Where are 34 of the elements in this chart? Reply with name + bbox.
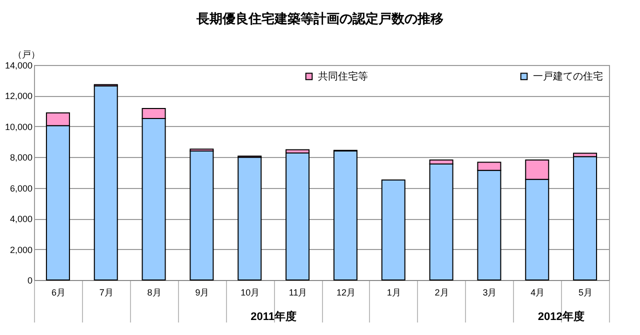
y-tick-label: 4,000 <box>10 214 32 224</box>
bar <box>573 156 598 280</box>
x-tick-label: 12月 <box>336 288 356 298</box>
bar <box>94 85 118 280</box>
y-tick-label: 0 <box>27 276 32 286</box>
y-axis-title: （戸） <box>13 50 40 60</box>
x-tick-label: 6月 <box>51 288 66 298</box>
x-tick-label: 4月 <box>530 288 545 298</box>
x-tick-label: 9月 <box>195 288 210 298</box>
bar <box>190 150 214 280</box>
x-tick-label: 11月 <box>288 288 308 298</box>
text: 2011年度 <box>250 310 297 323</box>
bar <box>381 180 406 280</box>
bar <box>333 150 358 280</box>
bar <box>429 164 454 280</box>
bar <box>286 152 310 280</box>
legend-label: 共同住宅等 <box>318 70 368 82</box>
x-tick-label: 8月 <box>147 288 162 298</box>
y-tick-label: 6,000 <box>10 183 32 194</box>
x-tick-label: 2月 <box>434 288 449 298</box>
x-tick-label: 3月 <box>482 288 497 298</box>
y-tick-label: 10,000 <box>4 122 32 132</box>
y-tick-label: 2,000 <box>10 244 32 255</box>
legend-label: 一戸建ての住宅 <box>533 70 603 82</box>
x-tick-label: 7月 <box>99 288 114 298</box>
bar <box>238 156 262 280</box>
y-tick-label: 14,000 <box>4 60 32 70</box>
y-tick-label: 8,000 <box>10 152 32 163</box>
text: 2012年度 <box>538 310 584 323</box>
chart-title: 長期優良住宅建築等計画の認定戸数の推移 <box>196 10 444 28</box>
x-tick-label: 1月 <box>386 288 401 298</box>
x-tick-label: 5月 <box>578 288 593 298</box>
y-tick-label: 12,000 <box>4 91 32 102</box>
x-tick-label: 10月 <box>240 288 260 298</box>
